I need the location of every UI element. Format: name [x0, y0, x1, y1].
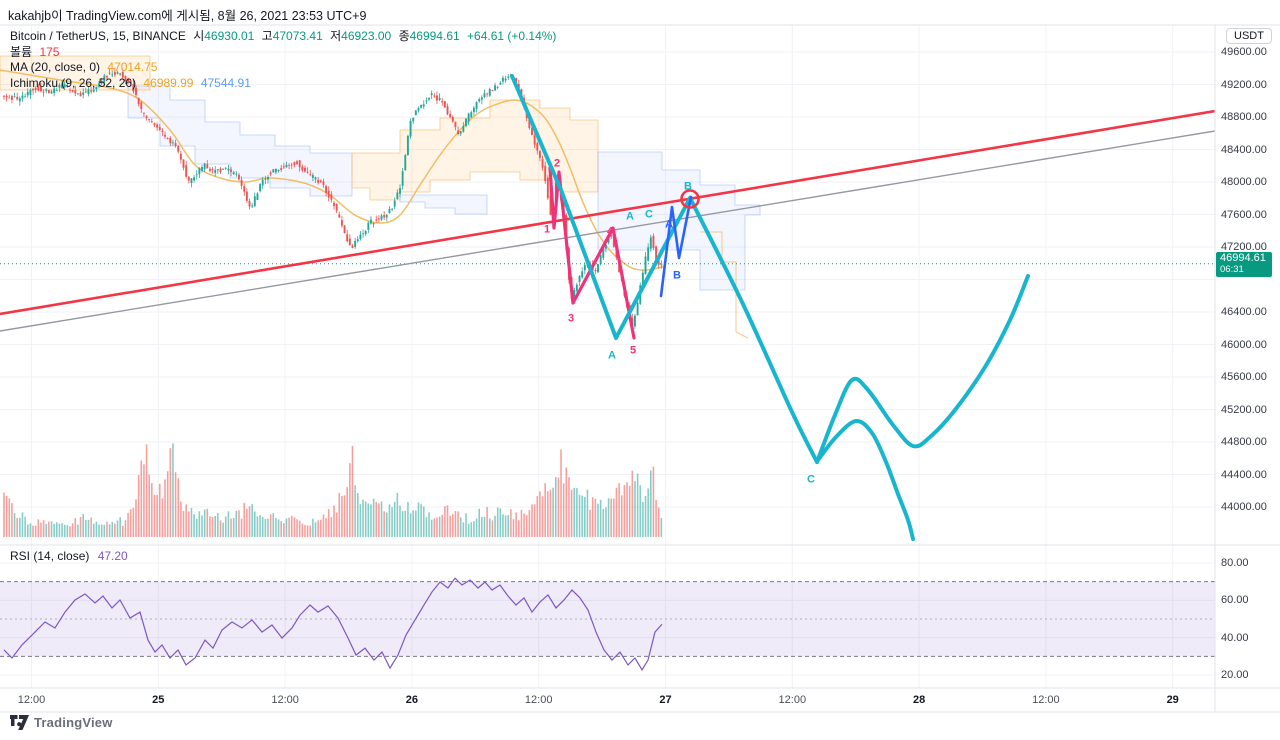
time-tick-label: 12:00 [1032, 694, 1060, 706]
price-tick-label: 47200.00 [1221, 241, 1267, 253]
wave-label-A[interactable]: A [626, 211, 634, 223]
legend-symbol-row[interactable]: Bitcoin / TetherUS, 15, BINANCE 시46930.0… [10, 29, 556, 45]
ichimoku-cloud-small-blue [399, 194, 488, 215]
volume-label: 볼륨 [10, 44, 33, 59]
wave-label-3[interactable]: 3 [568, 313, 574, 325]
price-tick-label: 45200.00 [1221, 403, 1267, 416]
open-value: 46930.01 [204, 29, 255, 43]
price-tick-label: 49200.00 [1221, 78, 1267, 91]
elliott-impulse-wave-pink[interactable] [548, 166, 636, 340]
wave-label-C[interactable]: C [645, 209, 653, 221]
time-tick-label: 25 [152, 694, 165, 706]
rsi-value: 47.20 [97, 549, 128, 563]
rsi-tick-label: 40.00 [1221, 631, 1249, 644]
time-tick-label: 26 [405, 694, 419, 706]
wave-label-A[interactable]: A [665, 219, 673, 231]
time-tick-label: 12:00 [17, 694, 46, 706]
volume-value: 175 [39, 44, 60, 59]
ichimoku-cloud-left-blue [127, 85, 353, 197]
price-tick-label: 44800.00 [1221, 436, 1267, 448]
chart-legend: Bitcoin / TetherUS, 15, BINANCE 시46930.0… [10, 29, 556, 91]
wave-label-1[interactable]: 1 [544, 224, 550, 236]
symbol-title: Bitcoin / TetherUS, 15, BINANCE [10, 29, 186, 43]
low-label: 저 [330, 29, 342, 43]
price-tick-label: 46400.00 [1221, 306, 1267, 318]
time-tick-label: 12:00 [271, 694, 299, 706]
rsi-label: RSI (14, close) [10, 549, 90, 563]
rsi-tick-label: 20.00 [1221, 668, 1249, 681]
rsi-tick-label: 60.00 [1221, 594, 1249, 607]
rsi-pane[interactable] [0, 577, 1215, 672]
wave-label-2[interactable]: 2 [554, 158, 560, 170]
price-tick-label: 46000.00 [1221, 338, 1267, 351]
ichimoku-value-2: 47544.91 [200, 75, 251, 90]
wave-label-B[interactable]: B [673, 270, 681, 282]
rsi-tick-label: 80.00 [1221, 557, 1249, 569]
price-tick-label: 45600.00 [1221, 371, 1267, 383]
tradingview-logo[interactable]: TradingView [10, 715, 113, 730]
attribution-text: kakahjb이 TradingView.com에 게시됨, 8월 26, 20… [8, 9, 367, 23]
rsi-line [3, 577, 663, 672]
trendline-gray[interactable] [0, 130, 1215, 332]
price-tick-label: 44000.00 [1221, 501, 1267, 513]
bar-countdown: 06:31 [1220, 264, 1244, 275]
current-price-badge: 46994.61 06:31 [1216, 252, 1272, 277]
close-value: 46994.61 [409, 29, 460, 43]
price-tick-label: 48800.00 [1221, 111, 1267, 123]
tradingview-logo-icon [10, 715, 29, 730]
legend-volume-row[interactable]: 볼륨 175 [10, 45, 556, 61]
high-label: 고 [261, 29, 273, 43]
time-tick-label: 12:00 [524, 694, 553, 706]
ichimoku-value-1: 46989.99 [143, 75, 194, 90]
price-tick-label: 48000.00 [1221, 176, 1267, 188]
wave-label-C[interactable]: C [807, 474, 815, 486]
ichimoku-label: Ichimoku (9, 26, 52, 26) [10, 75, 137, 90]
trendline-red[interactable] [0, 109, 1215, 316]
low-value: 46923.00 [341, 29, 392, 43]
rsi-legend[interactable]: RSI (14, close) 47.20 [10, 549, 128, 563]
price-tick-label: 47600.00 [1221, 208, 1267, 221]
volume-bars [3, 443, 663, 537]
ma-label: MA (20, close, 0) [10, 60, 101, 74]
projection-wave-teal-recovery[interactable] [815, 274, 1030, 464]
time-tick-label: 28 [912, 694, 926, 706]
tradingview-logo-text: TradingView [34, 715, 113, 730]
rsi-band [0, 581, 1215, 657]
change-value: +64.61 (+0.14%) [467, 29, 557, 43]
price-tick-label: 44400.00 [1221, 468, 1267, 481]
resistance-circle-marker[interactable] [680, 189, 700, 209]
wave-label-B[interactable]: B [684, 181, 692, 193]
ichimoku-tint-top-left [0, 55, 151, 91]
currency-toggle-button[interactable]: USDT [1226, 28, 1272, 44]
time-tick-label: 27 [659, 694, 672, 706]
price-tick-label: 49600.00 [1221, 46, 1267, 58]
wave-label-5[interactable]: 5 [630, 345, 636, 357]
projection-wave-teal-main[interactable] [510, 74, 692, 340]
legend-ma-row[interactable]: MA (20, close, 0) 47014.75 [10, 60, 556, 76]
abc-wave-blue[interactable] [659, 195, 693, 298]
wave-label-4[interactable]: 4 [607, 226, 614, 238]
ma-value: 47014.75 [107, 60, 158, 74]
current-price: 46994.61 [1220, 252, 1266, 264]
price-tick-label: 48400.00 [1221, 143, 1267, 156]
high-value: 47073.41 [272, 29, 323, 43]
pane-frame [0, 24, 1280, 713]
wave-label-A[interactable]: A [608, 350, 616, 362]
legend-ichimoku-row[interactable]: Ichimoku (9, 26, 52, 26) 46989.99 47544.… [10, 76, 556, 92]
close-label: 종 [398, 29, 410, 43]
open-label: 시 [193, 29, 205, 43]
time-tick-label: 29 [1166, 694, 1179, 706]
ichimoku-future-line [700, 231, 749, 339]
projection-wave-teal-drop[interactable] [688, 196, 819, 464]
projection-wave-teal-breakdown[interactable] [816, 418, 915, 541]
time-tick-label: 12:00 [778, 694, 807, 706]
grid [0, 25, 1215, 688]
